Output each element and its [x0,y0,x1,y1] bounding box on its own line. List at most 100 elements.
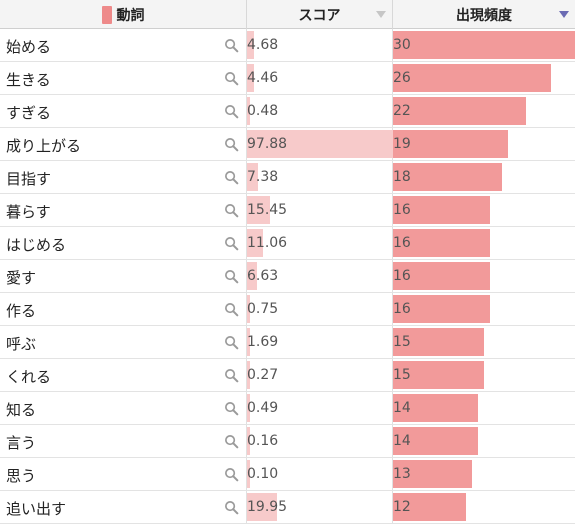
table-row[interactable]: 呼ぶ 1.69 15 [0,326,575,359]
verb-label: くれる [6,368,52,386]
frequency-cell: 15 [393,326,575,358]
search-icon[interactable] [224,170,239,185]
score-cell: 19.95 [247,491,393,523]
table-row[interactable]: 愛す 6.63 16 [0,260,575,293]
frequency-value: 16 [393,202,411,218]
table-row[interactable]: 知る 0.49 14 [0,392,575,425]
score-bar [247,97,250,125]
search-icon[interactable] [224,368,239,383]
verb-cell: 思う [0,458,247,490]
score-bar [247,295,250,323]
verb-label: すぎる [6,104,52,122]
sort-descending-icon[interactable] [559,11,569,18]
verb-label: 暮らす [6,203,51,221]
score-value: 7.38 [247,169,279,185]
table-row[interactable]: 成り上がる 97.88 19 [0,128,575,161]
score-cell: 7.38 [247,161,393,193]
search-icon[interactable] [224,236,239,251]
score-bar [247,493,277,521]
frequency-cell: 16 [393,260,575,292]
frequency-value: 18 [393,169,411,185]
verb-label: 生きる [6,71,51,89]
score-cell: 1.69 [247,326,393,358]
verb-cell: 始める [0,29,247,61]
verb-cell: 追い出す [0,491,247,523]
search-icon[interactable] [224,335,239,350]
frequency-cell: 19 [393,128,575,160]
frequency-bar [393,460,472,488]
table-row[interactable]: 始める 4.68 30 [0,29,575,62]
frequency-cell: 26 [393,62,575,94]
verb-label: 思う [6,467,37,485]
score-value: 1.69 [247,334,279,350]
table-row[interactable]: 言う 0.16 14 [0,425,575,458]
frequency-cell: 12 [393,491,575,523]
frequency-value: 15 [393,367,411,383]
frequency-cell: 16 [393,194,575,226]
score-bar [247,130,393,158]
score-value: 19.95 [247,499,288,515]
frequency-bar [393,64,551,92]
verb-label: 言う [6,434,37,452]
verb-cell: くれる [0,359,247,391]
frequency-value: 30 [393,37,411,53]
search-icon[interactable] [224,203,239,218]
frequency-bar [393,196,490,224]
table-row[interactable]: はじめる 11.06 16 [0,227,575,260]
column-header-verb[interactable]: 動詞 [0,0,247,29]
frequency-bar [393,262,490,290]
search-icon[interactable] [224,269,239,284]
search-icon[interactable] [224,302,239,317]
search-icon[interactable] [224,71,239,86]
verb-cell: 生きる [0,62,247,94]
column-header-frequency[interactable]: 出現頻度 [393,0,575,29]
score-cell: 11.06 [247,227,393,259]
search-icon[interactable] [224,137,239,152]
column-header-score[interactable]: スコア [247,0,393,29]
table-row[interactable]: くれる 0.27 15 [0,359,575,392]
table-row[interactable]: 暮らす 15.45 16 [0,194,575,227]
verb-cell: 愛す [0,260,247,292]
frequency-bar [393,361,484,389]
frequency-value: 15 [393,334,411,350]
verb-cell: はじめる [0,227,247,259]
score-value: 0.10 [247,466,279,482]
table-row[interactable]: 生きる 4.46 26 [0,62,575,95]
frequency-cell: 16 [393,293,575,325]
score-value: 6.63 [247,268,279,284]
sort-arrow-icon[interactable] [376,11,386,18]
table-row[interactable]: 追い出す 19.95 12 [0,491,575,524]
score-value: 4.46 [247,70,279,86]
frequency-bar [393,427,478,455]
score-value: 0.48 [247,103,279,119]
search-icon[interactable] [224,434,239,449]
score-bar [247,394,250,422]
score-cell: 4.46 [247,62,393,94]
column-header-frequency-label: 出現頻度 [456,7,512,24]
legend-swatch [101,5,112,24]
frequency-value: 16 [393,235,411,251]
search-icon[interactable] [224,500,239,515]
score-bar [247,64,254,92]
score-cell: 0.16 [247,425,393,457]
frequency-value: 16 [393,268,411,284]
table-row[interactable]: 目指す 7.38 18 [0,161,575,194]
score-bar [247,196,270,224]
score-value: 4.68 [247,37,279,53]
table-row[interactable]: すぎる 0.48 22 [0,95,575,128]
verb-label: はじめる [6,236,67,254]
verb-label: 追い出す [6,500,67,518]
score-cell: 15.45 [247,194,393,226]
score-bar [247,328,250,356]
verb-label: 呼ぶ [6,335,37,353]
score-cell: 6.63 [247,260,393,292]
score-bar [247,262,257,290]
search-icon[interactable] [224,38,239,53]
table-row[interactable]: 思う 0.10 13 [0,458,575,491]
frequency-bar [393,493,466,521]
frequency-value: 14 [393,400,411,416]
search-icon[interactable] [224,467,239,482]
search-icon[interactable] [224,104,239,119]
table-row[interactable]: 作る 0.75 16 [0,293,575,326]
search-icon[interactable] [224,401,239,416]
